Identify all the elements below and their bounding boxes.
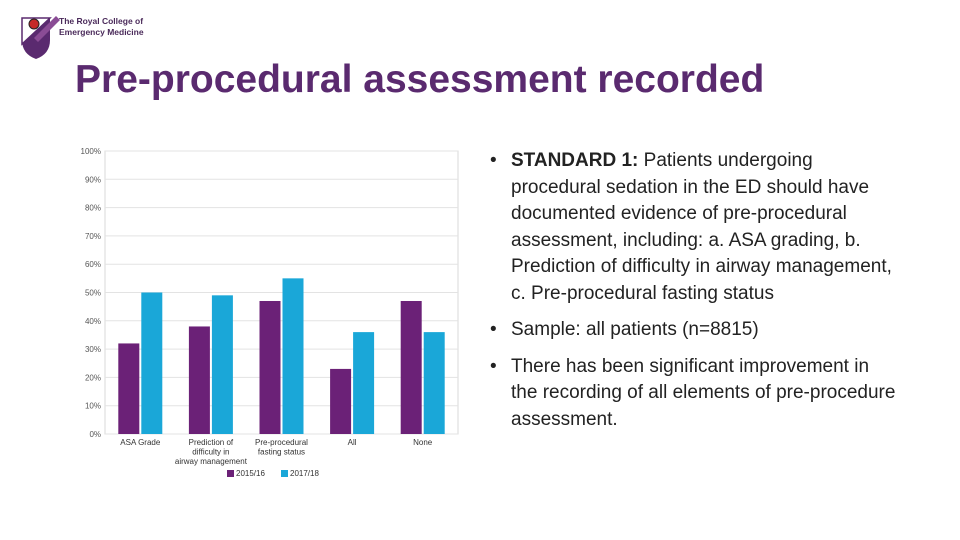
bar-2015-16 [330, 368, 352, 434]
y-tick-label: 30% [85, 345, 101, 354]
y-tick-label: 80% [85, 204, 101, 213]
shield-logo-icon [21, 16, 60, 59]
bar-2017-18 [282, 278, 304, 434]
y-tick-label: 40% [85, 317, 101, 326]
bullet-list: • STANDARD 1: Patients undergoing proced… [490, 148, 900, 443]
bar-2015-16 [400, 300, 422, 434]
page-title: Pre-procedural assessment recorded [75, 58, 765, 101]
standard-label: STANDARD 1: [511, 150, 639, 171]
bar-2017-18 [211, 295, 233, 434]
college-logo: The Royal College of Emergency Medicine [20, 14, 160, 60]
x-category-label: None [413, 438, 433, 447]
y-tick-label: 0% [89, 430, 101, 439]
x-category-label: airway management [175, 457, 248, 466]
conclusion-text: There has been significant improvement i… [511, 355, 896, 430]
y-tick-label: 60% [85, 260, 101, 269]
y-tick-label: 20% [85, 373, 101, 382]
bar-2015-16 [118, 343, 140, 434]
y-tick-label: 70% [85, 232, 101, 241]
standard-text: Patients undergoing procedural sedation … [511, 150, 892, 304]
bar-2017-18 [423, 332, 445, 434]
bullet-conclusion: • There has been significant improvement… [490, 354, 900, 434]
bar-chart: 100% 90% 80% 70% 60% 50% 40% 30% 20% 10% 0% ASA Gra… [81, 147, 459, 478]
x-category-label: ASA Grade [120, 438, 161, 447]
bar-2015-16 [188, 326, 210, 434]
bar-2017-18 [353, 332, 375, 434]
x-category-label: fasting status [258, 448, 305, 457]
legend-label: 2015/16 [236, 469, 265, 478]
bullet-standard: • STANDARD 1: Patients undergoing proced… [490, 148, 900, 307]
legend-swatch [227, 470, 234, 477]
logo-text-line2: Emergency Medicine [59, 27, 144, 37]
bullet-sample: • Sample: all patients (n=8815) [490, 317, 900, 344]
x-category-label: difficulty in [192, 448, 229, 457]
x-category-label: All [348, 438, 357, 447]
legend-swatch [281, 470, 288, 477]
bullet-dot-icon: • [490, 150, 497, 171]
y-tick-label: 90% [85, 175, 101, 184]
bullet-dot-icon: • [490, 355, 497, 377]
bullet-dot-icon: • [490, 319, 497, 340]
y-tick-label: 50% [85, 289, 101, 298]
bar-2017-18 [141, 292, 163, 434]
x-category-label: Prediction of [189, 438, 234, 447]
x-category-label: Pre-procedural [255, 438, 308, 447]
sample-text: Sample: all patients (n=8815) [511, 319, 759, 340]
bar-2015-16 [259, 300, 281, 434]
legend-label: 2017/18 [290, 469, 319, 478]
y-tick-label: 100% [81, 147, 101, 156]
y-tick-label: 10% [85, 402, 101, 411]
logo-text-line1: The Royal College of [59, 16, 144, 26]
